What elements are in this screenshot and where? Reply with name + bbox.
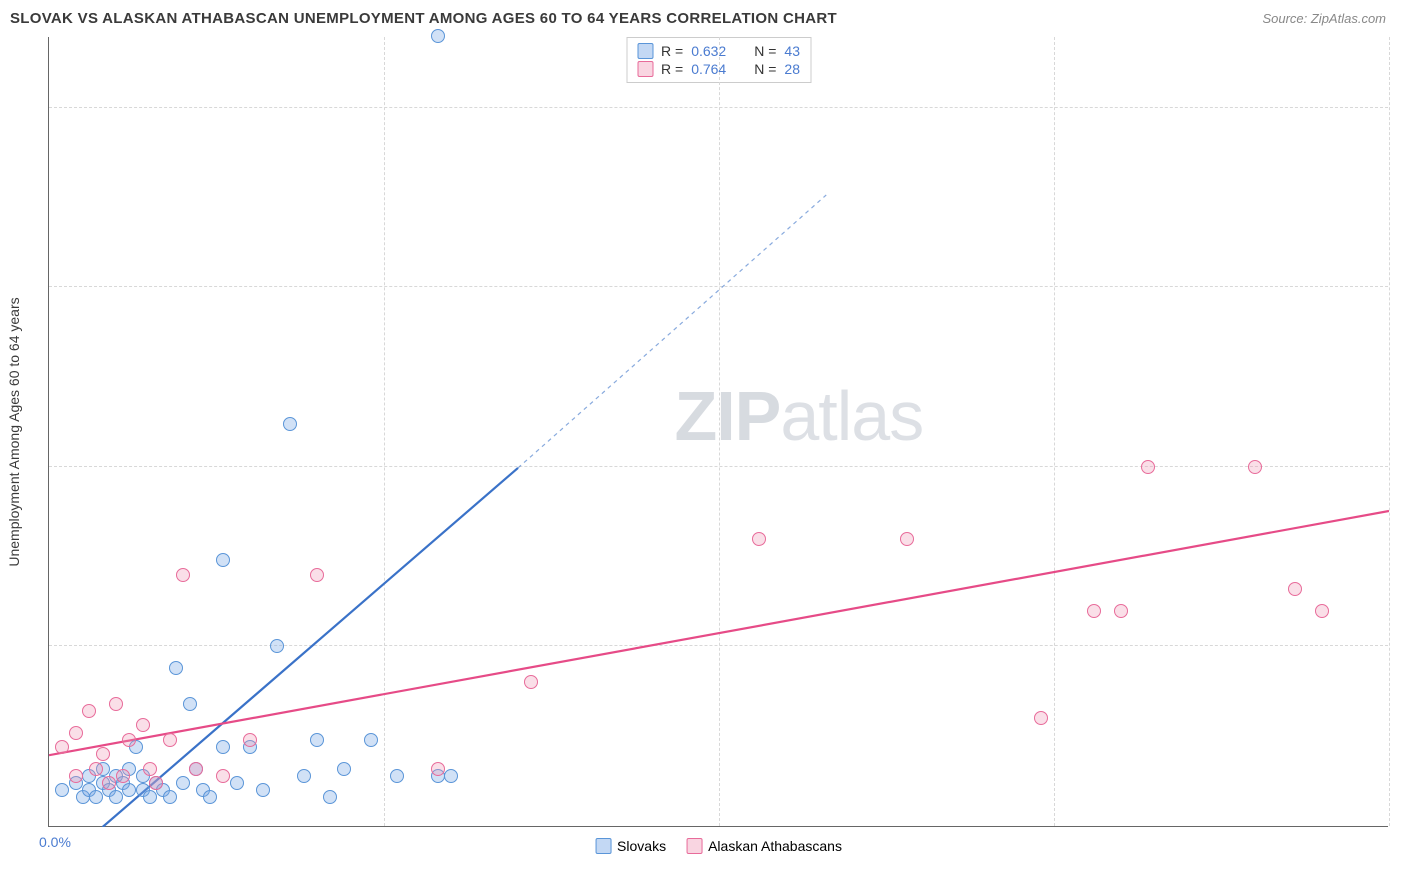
- data-point-b: [189, 762, 203, 776]
- legend-label: Slovaks: [617, 838, 666, 854]
- plot-region: ZIPatlas R =0.632N =43R =0.764N =28 0.0%…: [48, 37, 1388, 827]
- data-point-b: [122, 733, 136, 747]
- gridline-v: [1389, 37, 1390, 826]
- data-point-b: [96, 747, 110, 761]
- data-point-a: [256, 783, 270, 797]
- data-point-a: [297, 769, 311, 783]
- y-tick-label: 100.0%: [1398, 84, 1406, 100]
- data-point-b: [216, 769, 230, 783]
- legend-label: Alaskan Athabascans: [708, 838, 842, 854]
- data-point-a: [216, 740, 230, 754]
- series-legend: Slovaks Alaskan Athabascans: [595, 838, 842, 854]
- data-point-b: [136, 718, 150, 732]
- data-point-a: [55, 783, 69, 797]
- watermark: ZIPatlas: [674, 376, 923, 456]
- data-point-b: [1087, 604, 1101, 618]
- data-point-b: [116, 769, 130, 783]
- data-point-b: [89, 762, 103, 776]
- data-point-a: [122, 783, 136, 797]
- data-point-b: [900, 532, 914, 546]
- data-point-a: [444, 769, 458, 783]
- data-point-a: [163, 790, 177, 804]
- data-point-b: [69, 726, 83, 740]
- data-point-b: [1248, 460, 1262, 474]
- data-point-b: [102, 776, 116, 790]
- source-attribution: Source: ZipAtlas.com: [1262, 11, 1386, 26]
- data-point-a: [230, 776, 244, 790]
- legend-swatch: [595, 838, 611, 854]
- y-tick-label: 25.0%: [1398, 622, 1406, 638]
- data-point-b: [243, 733, 257, 747]
- data-point-a: [364, 733, 378, 747]
- data-point-a: [283, 417, 297, 431]
- legend-swatch: [637, 61, 653, 77]
- data-point-a: [176, 776, 190, 790]
- data-point-a: [323, 790, 337, 804]
- gridline-v: [719, 37, 720, 826]
- data-point-b: [82, 704, 96, 718]
- y-tick-label: 75.0%: [1398, 263, 1406, 279]
- legend-item: Alaskan Athabascans: [686, 838, 842, 854]
- data-point-b: [431, 762, 445, 776]
- data-point-a: [337, 762, 351, 776]
- data-point-a: [310, 733, 324, 747]
- data-point-a: [203, 790, 217, 804]
- data-point-b: [1315, 604, 1329, 618]
- data-point-a: [143, 790, 157, 804]
- gridline-v: [1054, 37, 1055, 826]
- data-point-a: [431, 29, 445, 43]
- gridline-v: [384, 37, 385, 826]
- legend-swatch: [637, 43, 653, 59]
- data-point-b: [176, 568, 190, 582]
- data-point-a: [89, 790, 103, 804]
- data-point-b: [1034, 711, 1048, 725]
- data-point-b: [1114, 604, 1128, 618]
- chart-title: SLOVAK VS ALASKAN ATHABASCAN UNEMPLOYMEN…: [10, 10, 837, 27]
- y-axis-label: Unemployment Among Ages 60 to 64 years: [6, 297, 22, 566]
- data-point-a: [216, 553, 230, 567]
- data-point-b: [1288, 582, 1302, 596]
- legend-swatch: [686, 838, 702, 854]
- chart-area: Unemployment Among Ages 60 to 64 years Z…: [48, 37, 1388, 827]
- data-point-b: [1141, 460, 1155, 474]
- data-point-a: [183, 697, 197, 711]
- data-point-a: [169, 661, 183, 675]
- legend-item: Slovaks: [595, 838, 666, 854]
- data-point-b: [524, 675, 538, 689]
- data-point-a: [390, 769, 404, 783]
- data-point-b: [143, 762, 157, 776]
- data-point-b: [55, 740, 69, 754]
- chart-header: SLOVAK VS ALASKAN ATHABASCAN UNEMPLOYMEN…: [0, 0, 1406, 33]
- data-point-b: [310, 568, 324, 582]
- data-point-b: [149, 776, 163, 790]
- data-point-a: [109, 790, 123, 804]
- x-tick-zero: 0.0%: [39, 834, 71, 850]
- data-point-b: [163, 733, 177, 747]
- y-tick-label: 50.0%: [1398, 443, 1406, 459]
- data-point-b: [752, 532, 766, 546]
- data-point-b: [109, 697, 123, 711]
- data-point-a: [270, 639, 284, 653]
- data-point-b: [69, 769, 83, 783]
